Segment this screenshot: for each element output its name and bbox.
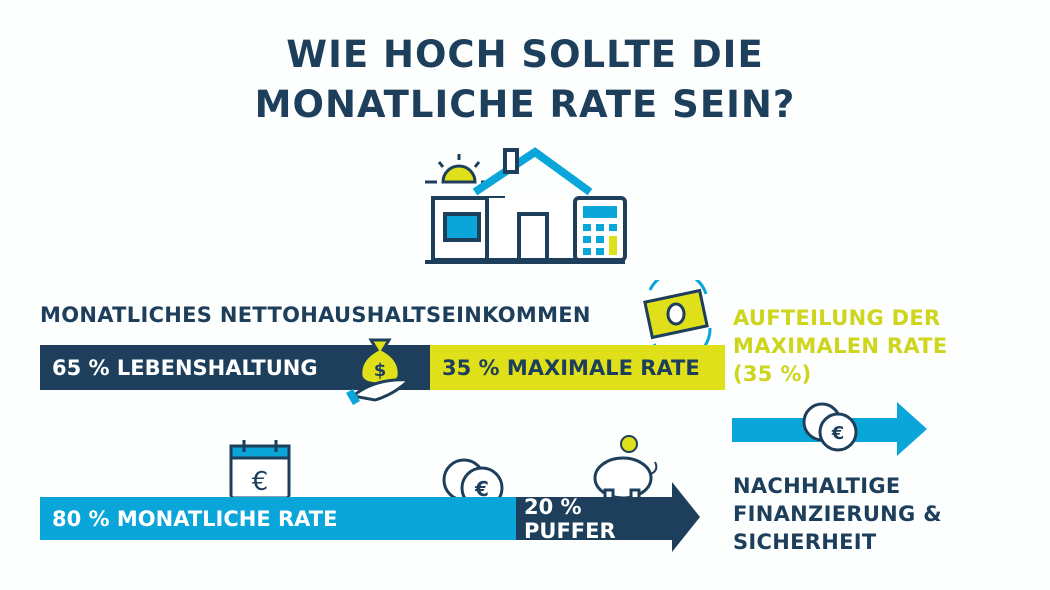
bar-max-rate: 35 % MAXIMALE RATE bbox=[430, 345, 725, 390]
calculator-icon bbox=[573, 196, 627, 262]
living-costs-label: 65 % LEBENSHALTUNG bbox=[52, 355, 318, 380]
breakdown-line-2: MAXIMALEN RATE bbox=[733, 334, 948, 358]
bar-buffer: 20 % PUFFER bbox=[516, 494, 676, 543]
monthly-rate-label: 80 % MONATLICHE RATE bbox=[52, 506, 338, 531]
euro-coins-icon: € bbox=[802, 402, 858, 452]
bar-monthly-rate: 80 % MONATLICHE RATE bbox=[40, 497, 516, 540]
banknote-cycle-icon bbox=[643, 280, 712, 355]
income-header: MONATLICHES NETTOHAUSHALTSEINKOMMEN bbox=[40, 303, 591, 327]
svg-text:€: € bbox=[252, 467, 269, 497]
hand-icon bbox=[349, 378, 413, 402]
house-icon bbox=[425, 147, 627, 264]
svg-text:€: € bbox=[831, 423, 845, 444]
calendar-euro-icon: € bbox=[229, 440, 291, 500]
svg-text:€: € bbox=[474, 477, 489, 501]
outcome-line-2: FINANZIERUNG & bbox=[733, 502, 942, 526]
title-line-2: MONATLICHE RATE SEIN? bbox=[254, 83, 796, 126]
money-bag-icon: $ bbox=[346, 338, 413, 405]
breakdown-label: AUFTEILUNG DER MAXIMALEN RATE (35 %) bbox=[733, 304, 948, 388]
breakdown-line-3: (35 %) bbox=[733, 362, 812, 386]
breakdown-line-1: AUFTEILUNG DER bbox=[733, 306, 941, 330]
outcome-line-3: SICHERHEIT bbox=[733, 530, 877, 554]
arrow-right-icon: € bbox=[732, 402, 927, 456]
svg-text:$: $ bbox=[374, 360, 387, 381]
arrow-right-icon bbox=[516, 482, 700, 552]
buffer-label: 20 % PUFFER bbox=[524, 494, 616, 543]
max-rate-label: 35 % MAXIMALE RATE bbox=[442, 355, 700, 380]
title-line-1: WIE HOCH SOLLTE DIE bbox=[286, 33, 764, 76]
outcome-line-1: NACHHALTIGE bbox=[733, 474, 901, 498]
sun-icon bbox=[425, 154, 491, 184]
outcome-label: NACHHALTIGE FINANZIERUNG & SICHERHEIT bbox=[733, 472, 942, 556]
